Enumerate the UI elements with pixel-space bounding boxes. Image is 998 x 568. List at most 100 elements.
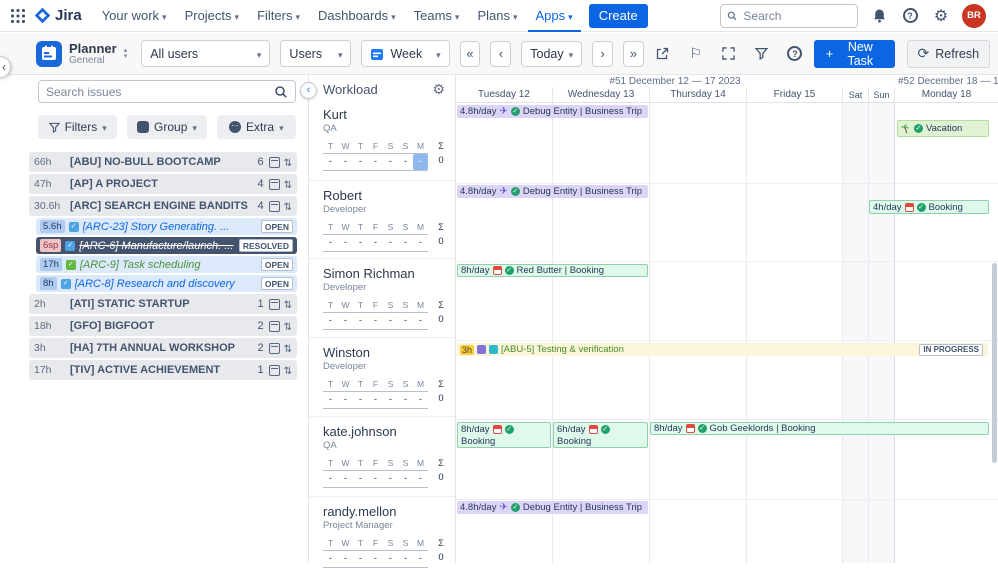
nav-label: Your work	[101, 8, 160, 23]
nav-item-plans[interactable]: Plans	[469, 0, 525, 32]
filters-button[interactable]: Filters	[38, 115, 118, 139]
issue-row[interactable]: 17h [ARC-9] Task scheduling OPEN	[36, 256, 297, 273]
create-button[interactable]: Create	[588, 3, 648, 28]
calendar-icon[interactable]	[268, 342, 280, 354]
event-booking[interactable]: 8h/day Gob Geeklords | Booking	[650, 422, 989, 435]
user-avatar[interactable]: BR	[962, 3, 986, 28]
milestones-flag-icon[interactable]	[687, 45, 705, 63]
vertical-scrollbar[interactable]	[992, 263, 997, 463]
calendar-icon[interactable]	[268, 156, 280, 168]
project-row[interactable]: 47h [AP] A PROJECT 4	[29, 174, 297, 194]
event-business-trip[interactable]: 4.8h/day Debug Entity | Business Trip	[457, 105, 648, 118]
project-row[interactable]: 18h [GFO] BIGFOOT 2	[29, 316, 297, 336]
day-cell[interactable]: Tuesday 12	[478, 89, 530, 100]
issue-search-input[interactable]	[46, 84, 269, 99]
sort-icon[interactable]	[284, 297, 292, 311]
issue-row[interactable]: 8h [ARC-8] Research and discovery OPEN	[36, 275, 297, 292]
planner-switch-icon[interactable]: ▴ ▾	[124, 47, 128, 60]
day-cell[interactable]: Sun	[868, 87, 894, 102]
calendar-icon[interactable]	[268, 298, 280, 310]
sort-icon[interactable]	[284, 199, 292, 213]
nav-item-apps[interactable]: Apps	[528, 0, 581, 32]
sort-icon[interactable]	[284, 363, 292, 377]
period-select[interactable]: Week	[361, 40, 450, 67]
timeline-grid[interactable]: 4.8h/day Debug Entity | Business Trip Vac…	[456, 102, 998, 563]
nav-item-projects[interactable]: Projects	[177, 0, 248, 32]
issue-search[interactable]	[38, 80, 296, 103]
previous-period-button[interactable]	[490, 40, 512, 67]
planner-switcher[interactable]: Planner General ▴ ▾	[36, 40, 128, 67]
sort-icon[interactable]	[284, 177, 292, 191]
day-cell[interactable]: Thursday 14	[649, 87, 746, 102]
event-booking[interactable]: 6h/dayBooking	[553, 422, 648, 448]
project-row[interactable]: 17h [TIV] ACTIVE ACHIEVEMENT 1	[29, 360, 297, 380]
share-icon[interactable]	[654, 45, 672, 63]
calendar-icon[interactable]	[268, 178, 280, 190]
jira-logo[interactable]: Jira	[32, 7, 92, 24]
day-cell[interactable]: Monday 18	[894, 87, 998, 102]
event-booking[interactable]: 8h/day Red Butter | Booking	[457, 264, 648, 277]
issue-row[interactable]: 5.6h [ARC-23] Story Generating. ... OPEN	[36, 218, 297, 235]
global-search[interactable]	[720, 3, 858, 28]
wl-value: -	[418, 237, 423, 248]
project-row[interactable]: 2h [ATI] STATIC STARTUP 1	[29, 294, 297, 314]
jira-logo-text: Jira	[55, 7, 82, 24]
nav-item-teams[interactable]: Teams	[406, 0, 468, 32]
project-row[interactable]: 66h [ABU] NO-BULL BOOTCAMP 6	[29, 152, 297, 172]
wl-value-selected[interactable]: -	[413, 154, 428, 170]
app-switcher-icon[interactable]	[6, 4, 30, 28]
calendar-icon[interactable]	[268, 320, 280, 332]
extra-button[interactable]: Extra	[216, 115, 296, 139]
global-search-input[interactable]	[743, 8, 851, 23]
event-title: Booking	[928, 201, 963, 213]
workload-collapse-button[interactable]	[300, 82, 317, 99]
today-button[interactable]: Today	[521, 40, 583, 67]
event-booking[interactable]: 4h/day Booking	[869, 200, 989, 214]
workload-settings-icon[interactable]	[432, 81, 445, 98]
project-row[interactable]: 30.6h [ARC] SEARCH ENGINE BANDITS 4	[29, 196, 297, 216]
sort-icon[interactable]	[284, 319, 292, 333]
notifications-icon[interactable]	[869, 5, 889, 27]
event-vacation[interactable]: Vacation	[897, 120, 989, 137]
first-period-button[interactable]	[459, 40, 481, 67]
help-icon[interactable]	[900, 5, 920, 27]
last-period-button[interactable]	[623, 40, 644, 67]
group-button[interactable]: Group	[127, 115, 207, 139]
refresh-button[interactable]: Refresh	[906, 39, 991, 68]
day-cell[interactable]: Friday 15	[746, 87, 842, 102]
priority-icon	[477, 345, 487, 354]
sort-icon[interactable]	[284, 341, 292, 355]
nav-item-your-work[interactable]: Your work	[94, 0, 175, 32]
event-business-trip[interactable]: 4.8h/day Debug Entity | Business Trip	[457, 501, 648, 514]
new-task-button[interactable]: + New Task	[813, 39, 895, 68]
day-cell[interactable]: Sat	[842, 87, 868, 102]
calendar-icon[interactable]	[268, 200, 280, 212]
nav-item-dashboards[interactable]: Dashboards	[310, 0, 404, 32]
filter-icon[interactable]	[753, 45, 771, 63]
issue-row[interactable]: 6sp [ARC-6] Manufacture/launch. ... RESOLV…	[36, 237, 297, 254]
fullscreen-icon[interactable]	[720, 45, 738, 63]
day-cell[interactable]: Wednesday 13	[552, 87, 649, 102]
nav-item-filters[interactable]: Filters	[249, 0, 308, 32]
mode-select[interactable]: Users	[280, 40, 352, 67]
issue-hours-chip: 8h	[40, 277, 57, 290]
scope-select[interactable]: All users	[141, 40, 271, 67]
event-business-trip[interactable]: 4.8h/day Debug Entity | Business Trip	[457, 185, 648, 198]
next-period-button[interactable]	[592, 40, 613, 67]
calendar-icon[interactable]	[268, 364, 280, 376]
workload-title: Workload	[323, 82, 378, 97]
toolbar-help-icon[interactable]	[786, 45, 804, 63]
settings-gear-icon[interactable]	[931, 5, 951, 27]
group-label: Group	[154, 120, 188, 134]
sort-icon[interactable]	[284, 155, 292, 169]
project-row[interactable]: 3h [HA] 7TH ANNUAL WORKSHOP 2	[29, 338, 297, 358]
event-booking[interactable]: 8h/dayBooking	[457, 422, 551, 448]
project-title: [TIV] ACTIVE ACHIEVEMENT	[70, 364, 221, 376]
event-task[interactable]: 3h [ABU-5] Testing & verification IN PROGR…	[457, 343, 988, 356]
